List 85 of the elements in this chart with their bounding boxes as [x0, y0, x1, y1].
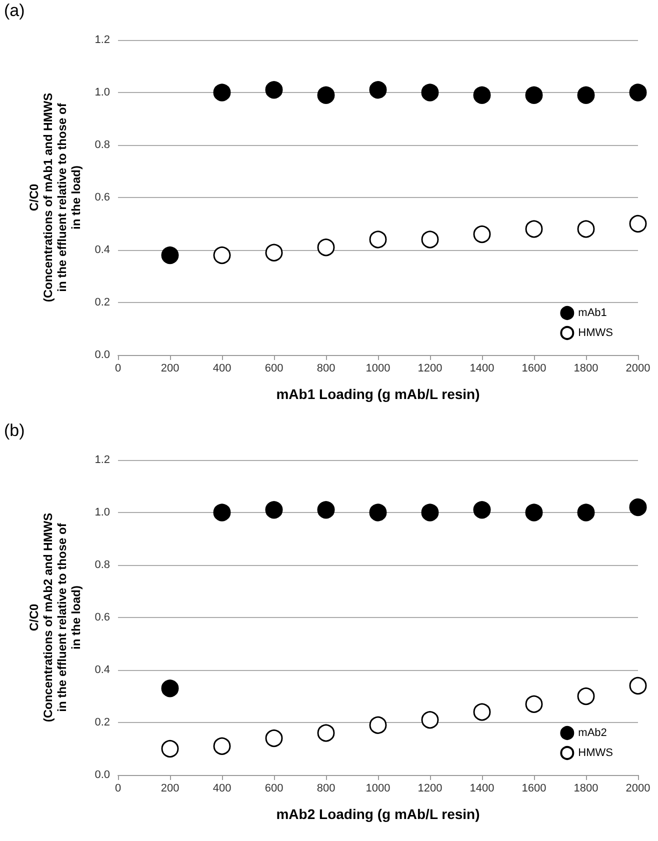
point	[577, 220, 595, 238]
point	[265, 730, 283, 747]
point	[161, 246, 179, 264]
y-tick-label: 0.6	[94, 192, 110, 204]
x-tick-label: 800	[316, 362, 336, 374]
y-tick-label: 0.6	[94, 612, 110, 624]
point	[525, 695, 543, 713]
point	[421, 504, 439, 522]
point	[317, 86, 335, 104]
point	[421, 230, 439, 248]
x-tick-label: 200	[160, 782, 180, 794]
point	[265, 244, 283, 262]
point	[473, 226, 491, 243]
text: (a)	[4, 1, 25, 20]
point	[317, 238, 335, 256]
y-tick-label: 1.2	[94, 454, 110, 466]
point	[473, 501, 491, 519]
x-tick-label: 2000	[626, 782, 650, 794]
point	[213, 246, 231, 264]
point	[161, 680, 179, 698]
point	[577, 688, 595, 705]
point	[473, 86, 491, 104]
y-axis-title: C/C0 (Concentrations of mAb2 and HMWS in the effluent relative to those of in the load)	[27, 512, 83, 722]
x-tick-label: 1000	[366, 782, 390, 794]
point	[369, 81, 387, 99]
point	[213, 84, 231, 102]
x-tick-label: 1400	[470, 782, 494, 794]
x-tick-label: 1200	[418, 782, 442, 794]
point	[265, 81, 283, 99]
y-tick-label: 1.0	[94, 506, 110, 518]
legend-label: mAb1	[578, 307, 607, 319]
point	[369, 716, 387, 734]
x-tick-label: 1800	[574, 362, 598, 374]
x-tick-label: 0	[114, 782, 122, 794]
y-tick-label: 1.0	[94, 86, 110, 98]
point	[525, 86, 543, 104]
point	[473, 703, 491, 721]
point	[421, 711, 439, 729]
x-tick-label: 600	[264, 362, 284, 374]
x-tick-label: 2000	[626, 362, 650, 374]
y-tick-label: 0.4	[94, 244, 110, 256]
point	[629, 677, 647, 694]
y-tick-label: 0.0	[94, 349, 110, 361]
x-tick-label: 800	[316, 782, 336, 794]
x-tick-label: 400	[212, 362, 232, 374]
point	[213, 504, 231, 522]
legend-label: mAb2	[578, 727, 607, 739]
point	[629, 84, 647, 102]
point	[629, 215, 647, 232]
point	[317, 501, 335, 519]
x-tick-label: 0	[114, 362, 122, 374]
legend-label: HMWS	[578, 747, 613, 759]
point	[629, 498, 647, 516]
x-tick-label: 1400	[470, 362, 494, 374]
point	[265, 501, 283, 519]
point	[577, 504, 595, 522]
x-tick-label: 400	[212, 782, 232, 794]
legend-label: HMWS	[578, 327, 613, 339]
point	[369, 504, 387, 522]
x-axis-title: mAb2 Loading (g mAb/L resin)	[276, 806, 480, 822]
y-tick-label: 0.0	[94, 769, 110, 781]
point	[421, 84, 439, 102]
point	[525, 220, 543, 238]
point	[577, 86, 595, 104]
y-tick-label: 0.2	[94, 716, 110, 728]
y-tick-label: 0.2	[94, 296, 110, 308]
x-tick-label: 600	[264, 782, 284, 794]
point	[213, 737, 231, 755]
x-tick-label: 1200	[418, 362, 442, 374]
x-tick-label: 1000	[366, 362, 390, 374]
text: (b)	[4, 421, 25, 440]
y-axis-title: C/C0 (Concentrations of mAb1 and HMWS in the effluent relative to those of in the load)	[27, 92, 83, 302]
y-tick-label: 0.4	[94, 664, 110, 676]
point	[161, 740, 179, 758]
x-tick-label: 1600	[522, 782, 546, 794]
y-tick-label: 0.8	[94, 139, 110, 151]
x-tick-label: 200	[160, 362, 180, 374]
point	[369, 230, 387, 248]
x-tick-label: 1800	[574, 782, 598, 794]
y-tick-label: 1.2	[94, 34, 110, 46]
x-tick-label: 1600	[522, 362, 546, 374]
y-tick-label: 0.8	[94, 559, 110, 571]
x-axis-title: mAb1 Loading (g mAb/L resin)	[276, 386, 480, 402]
point	[525, 504, 543, 522]
point	[317, 724, 335, 742]
